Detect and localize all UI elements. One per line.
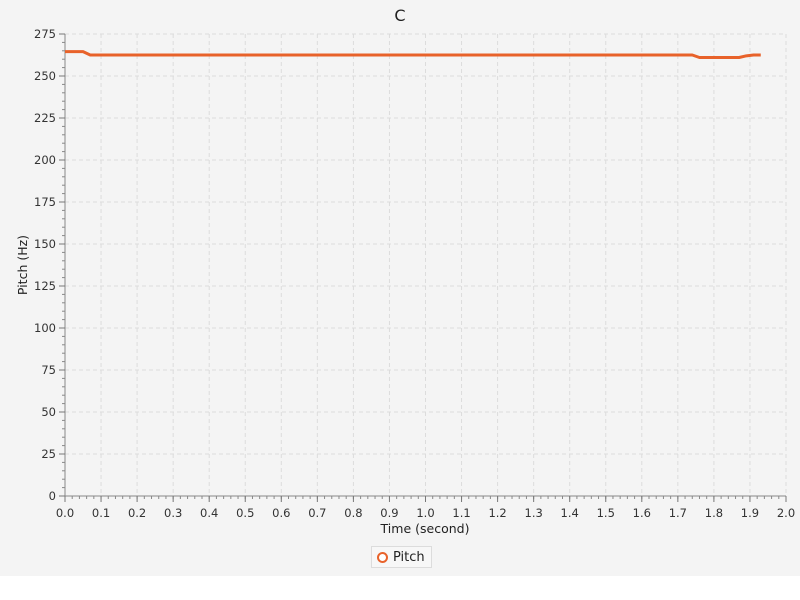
y-tick-label: 275 xyxy=(34,27,56,41)
legend[interactable]: Pitch xyxy=(371,546,432,568)
y-tick-label: 175 xyxy=(34,195,56,209)
x-tick-label: 0.0 xyxy=(56,506,74,520)
legend-swatch-pitch xyxy=(377,551,388,563)
y-tick-label: 25 xyxy=(41,447,56,461)
x-tick-label: 0.2 xyxy=(128,506,146,520)
y-tick-label: 50 xyxy=(41,405,56,419)
grid-lines xyxy=(65,33,787,496)
x-tick-label: 0.6 xyxy=(272,506,290,520)
x-tick-label: 1.9 xyxy=(741,506,759,520)
x-tick-label: 1.3 xyxy=(525,506,543,520)
x-tick-label: 1.0 xyxy=(416,506,434,520)
chart-panel: C 0.0 0.1 0.2 0.3 0.4 0.5 0.6 0.7 0.8 0.9 1.0 1.1 1.… xyxy=(0,0,800,576)
series-layer xyxy=(65,50,761,60)
x-tick-label: 1.6 xyxy=(633,506,651,520)
x-tick-label: 0.3 xyxy=(164,506,182,520)
x-tick-label: 0.5 xyxy=(236,506,254,520)
chart-title: C xyxy=(394,6,405,25)
axes: 0.0 0.1 0.2 0.3 0.4 0.5 0.6 0.7 0.8 0.9 1.0 1.1 1.2 1… xyxy=(34,27,795,520)
y-tick-label: 225 xyxy=(34,111,56,125)
y-tick-label: 250 xyxy=(34,69,56,83)
series-line-pitch xyxy=(65,50,761,60)
x-tick-label: 1.5 xyxy=(597,506,615,520)
x-tick-label: 1.1 xyxy=(452,506,470,520)
y-tick-label: 150 xyxy=(34,237,56,251)
x-tick-label: 2.0 xyxy=(777,506,795,520)
x-tick-label: 0.7 xyxy=(308,506,326,520)
x-tick-label: 0.8 xyxy=(344,506,362,520)
x-tick-label: 1.4 xyxy=(561,506,579,520)
x-tick-label: 1.8 xyxy=(705,506,723,520)
x-axis-label: Time (second) xyxy=(380,521,470,536)
x-tick-label: 1.7 xyxy=(669,506,687,520)
y-tick-label: 0 xyxy=(49,489,56,503)
x-tick-label: 0.1 xyxy=(92,506,110,520)
legend-label-pitch: Pitch xyxy=(393,549,425,565)
y-tick-label: 75 xyxy=(41,363,56,377)
x-tick-label: 1.2 xyxy=(488,506,506,520)
x-tick-label: 0.9 xyxy=(380,506,398,520)
y-tick-label: 100 xyxy=(34,321,56,335)
y-tick-label: 125 xyxy=(34,279,56,293)
y-axis-label: Pitch (Hz) xyxy=(15,235,30,295)
pitch-chart: C 0.0 0.1 0.2 0.3 0.4 0.5 0.6 0.7 0.8 0.9 1.0 1.1 1.… xyxy=(15,6,795,536)
x-tick-label: 0.4 xyxy=(200,506,218,520)
y-tick-label: 200 xyxy=(34,153,56,167)
